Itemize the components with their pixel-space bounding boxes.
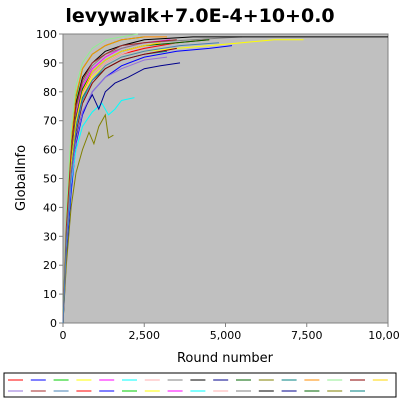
- series-line: [62, 39, 177, 324]
- y-tick-label: 10: [43, 288, 57, 301]
- y-tick-label: 0: [50, 317, 57, 330]
- y-tick-label: 70: [43, 115, 57, 128]
- y-tick-label: 20: [43, 259, 57, 272]
- y-tick-label: 40: [43, 201, 57, 214]
- legend: [8, 379, 388, 392]
- series-line: [62, 33, 138, 324]
- x-axis-label: Round number: [177, 351, 274, 366]
- x-tick-label: 5,000: [210, 329, 242, 342]
- y-tick-label: 80: [43, 86, 57, 99]
- series-line: [62, 113, 114, 324]
- y-tick-label: 30: [43, 230, 57, 243]
- y-tick-label: 60: [43, 144, 57, 157]
- y-tick-label: 50: [43, 173, 57, 186]
- legend-box: [3, 372, 397, 398]
- y-axis-label: GlobalInfo: [14, 145, 29, 211]
- plot-area: [62, 33, 389, 324]
- x-tick-label: 7,500: [291, 329, 323, 342]
- series-lines: [62, 33, 388, 324]
- chart-title: levywalk+7.0E-4+10+0.0: [65, 5, 334, 27]
- x-tick-label: 10,00: [368, 329, 400, 342]
- series-line: [62, 56, 168, 324]
- series-line: [62, 42, 161, 324]
- x-tick-label: 0: [60, 329, 67, 342]
- x-tick-label: 2,500: [129, 329, 161, 342]
- y-tick-label: 90: [43, 57, 57, 70]
- series-line: [62, 42, 220, 324]
- y-axis: 0 10 20 30 40 50 60 70 80 90 100: [36, 28, 63, 330]
- x-axis: 0 2,500 5,000 7,500 10,00: [60, 323, 400, 342]
- y-tick-label: 100: [36, 28, 57, 41]
